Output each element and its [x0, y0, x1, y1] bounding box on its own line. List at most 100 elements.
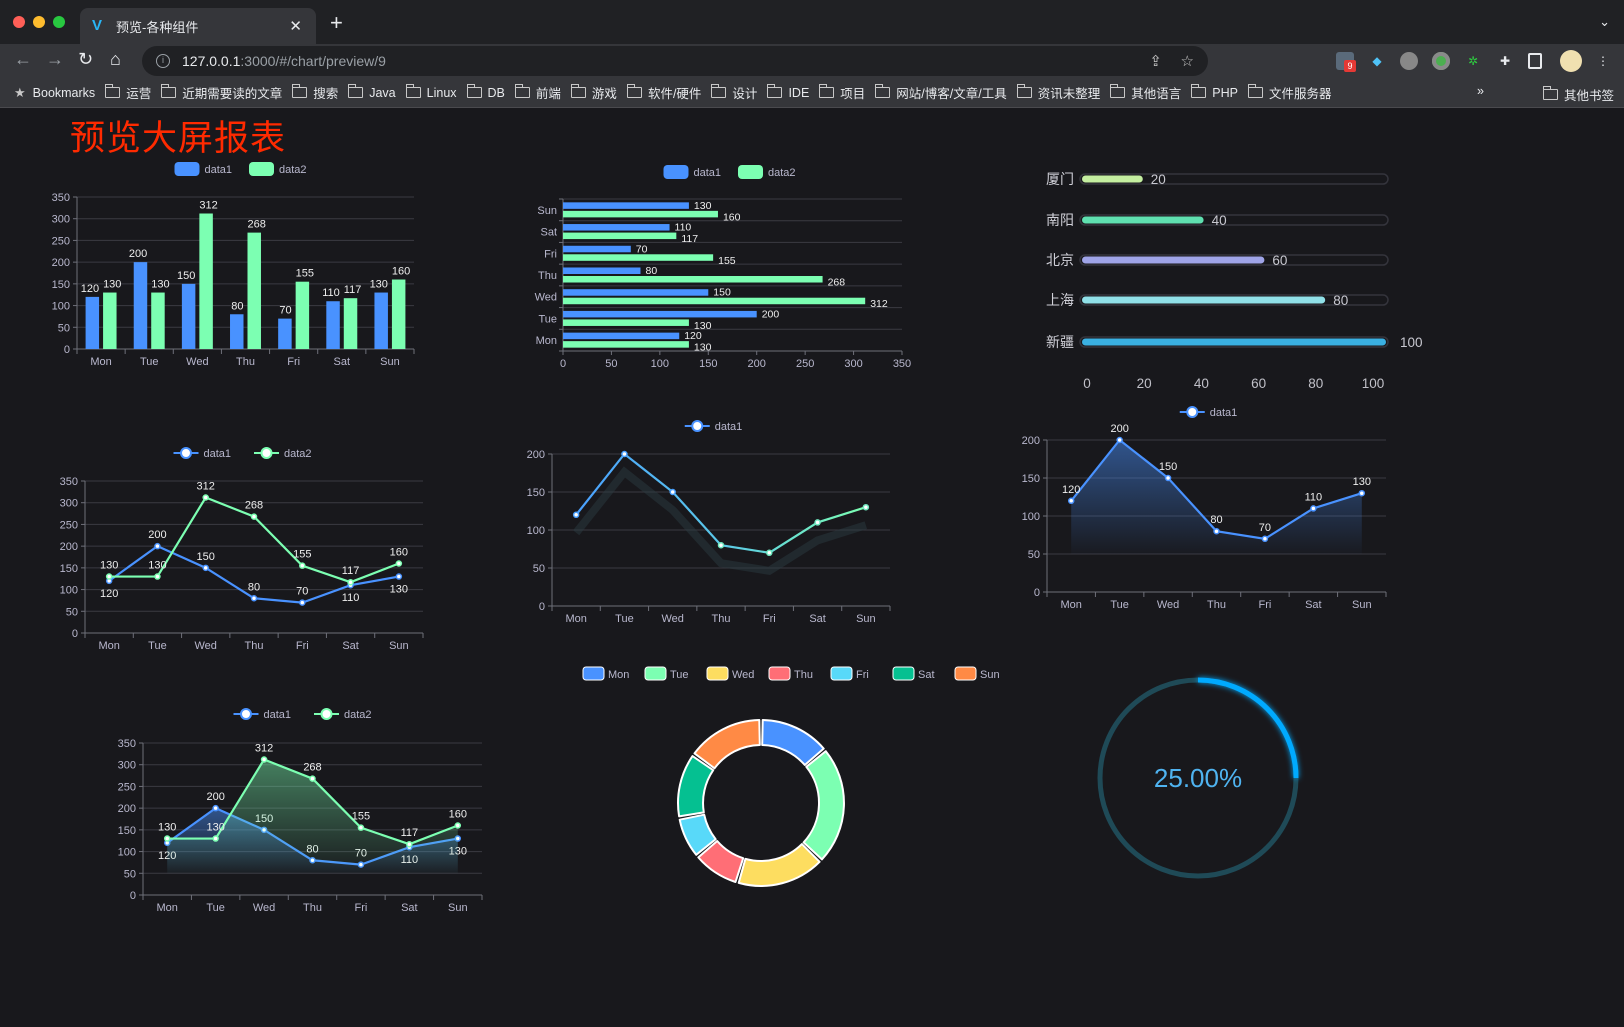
- legend-item-data1[interactable]: data1: [173, 447, 232, 460]
- bar-data2-Sun[interactable]: [391, 279, 406, 349]
- browser-tab[interactable]: V 预览-各种组件 ✕: [80, 8, 316, 44]
- data-point-data1-Fri[interactable]: [1261, 535, 1269, 543]
- data-point-data2-Wed[interactable]: [202, 494, 209, 501]
- pie-slice-Mon[interactable]: [761, 719, 825, 766]
- share-icon[interactable]: ⇪: [1149, 53, 1162, 70]
- gem-extension-icon[interactable]: ◆: [1372, 54, 1382, 68]
- bar-data2-Mon[interactable]: [103, 292, 117, 349]
- bar-data2-Mon[interactable]: [563, 341, 689, 348]
- bookmark-folder[interactable]: DB: [466, 84, 505, 100]
- bookmark-folder[interactable]: 文件服务器: [1247, 83, 1331, 102]
- bar-data1-Thu[interactable]: [563, 267, 641, 274]
- bar-data1-Fri[interactable]: [278, 318, 292, 349]
- bar-data2-Wed[interactable]: [563, 297, 866, 305]
- other-bookmarks-folder[interactable]: 其他书签: [1542, 85, 1614, 104]
- data-point-data1-Mon[interactable]: [1067, 497, 1075, 505]
- legend-item-Tue[interactable]: Tue: [644, 666, 689, 681]
- extension-icon[interactable]: [1400, 52, 1418, 70]
- data-point-data1-Sun[interactable]: [1358, 489, 1366, 497]
- bar-data1-Mon[interactable]: [85, 296, 100, 349]
- pie-slice-Fri[interactable]: [678, 813, 717, 856]
- close-window-button[interactable]: [13, 16, 25, 28]
- bar-data2-Tue[interactable]: [563, 319, 689, 326]
- data-point-data1-Sun[interactable]: [395, 573, 403, 580]
- avatar[interactable]: [1560, 50, 1582, 72]
- legend-item-Sat[interactable]: Sat: [892, 666, 935, 681]
- forward-arrow-icon[interactable]: →: [46, 49, 64, 69]
- bookmark-folder[interactable]: 设计: [711, 83, 757, 102]
- data-point-data1-Wed[interactable]: [1164, 474, 1172, 482]
- data-point-data2-Sun[interactable]: [395, 560, 403, 567]
- bookmark-folder[interactable]: 近期需要读的文章: [161, 83, 282, 102]
- legend-item-data1[interactable]: data1: [233, 708, 292, 721]
- new-tab-button[interactable]: +: [330, 10, 343, 35]
- bookmarks-overflow-button[interactable]: »: [1477, 84, 1484, 98]
- bookmarks-manager[interactable]: ★ Bookmarks: [14, 85, 95, 101]
- home-icon[interactable]: ⌂: [110, 49, 121, 69]
- bookmark-folder[interactable]: 其他语言: [1110, 83, 1181, 102]
- data-point-data2-Sat[interactable]: [347, 578, 354, 586]
- bookmark-folder[interactable]: Java: [348, 84, 396, 100]
- bookmark-folder[interactable]: Linux: [405, 84, 457, 100]
- legend-item-Fri[interactable]: Fri: [830, 666, 869, 681]
- extensions-puzzle-icon[interactable]: ✚: [1499, 54, 1511, 68]
- data-point-data2-Sun[interactable]: [454, 822, 462, 829]
- bar-data1-Wed[interactable]: [181, 283, 196, 349]
- data-point-data1-Tue[interactable]: [1116, 436, 1123, 444]
- pie-slice-Thu[interactable]: [697, 840, 745, 883]
- data-point-data1-Sat[interactable]: [1310, 505, 1317, 512]
- bar-data2-Thu[interactable]: [247, 232, 261, 349]
- data-point-data2-Fri[interactable]: [357, 824, 365, 831]
- bar-data2-Wed[interactable]: [199, 213, 213, 349]
- pie-slice-Tue[interactable]: [802, 750, 845, 861]
- data-point-data2-Thu[interactable]: [250, 513, 258, 520]
- bookmark-folder[interactable]: 资讯未整理: [1016, 83, 1100, 102]
- data-point-data1-Tue[interactable]: [212, 804, 219, 812]
- bar-data1-Mon[interactable]: [563, 332, 680, 340]
- bar-data2-Sat[interactable]: [343, 298, 358, 349]
- bar-data2-Sat[interactable]: [563, 232, 677, 240]
- data-point-data1-Sat[interactable]: [814, 519, 821, 526]
- data-point-data1-Wed[interactable]: [202, 564, 209, 572]
- data-point-data1-Mon[interactable]: [572, 511, 580, 519]
- data-point-data1-Tue[interactable]: [621, 450, 628, 458]
- back-arrow-icon[interactable]: ←: [14, 49, 32, 69]
- bar-data1-Wed[interactable]: [563, 289, 709, 296]
- tab-search-chevron-icon[interactable]: ⌄: [1599, 14, 1610, 29]
- site-info-icon[interactable]: i: [156, 54, 170, 68]
- reload-icon[interactable]: ↻: [78, 49, 94, 69]
- bookmark-star-icon[interactable]: ☆: [1180, 53, 1194, 70]
- data-point-data2-Sat[interactable]: [406, 840, 413, 848]
- bar-data2-Sun[interactable]: [563, 210, 718, 218]
- bookmark-folder[interactable]: 前端: [514, 83, 561, 102]
- bookmark-folder[interactable]: 软件/硬件: [626, 83, 701, 102]
- data-point-data2-Tue[interactable]: [212, 835, 219, 842]
- bar-data1-Sun[interactable]: [563, 202, 689, 209]
- data-point-data2-Wed[interactable]: [260, 756, 268, 763]
- address-bar[interactable]: i 127.0.0.1:3000/#/chart/preview/9 ⇪ ☆: [142, 46, 1208, 76]
- legend-item-Thu[interactable]: Thu: [768, 666, 813, 681]
- data-point-data1-Tue[interactable]: [154, 542, 161, 550]
- bar-data2-Thu[interactable]: [563, 276, 823, 283]
- data-point-data1-Thu[interactable]: [250, 595, 258, 602]
- minimize-window-button[interactable]: [33, 16, 45, 28]
- bookmark-folder[interactable]: 项目: [819, 83, 865, 102]
- bookmark-folder[interactable]: 搜索: [292, 83, 338, 102]
- data-point-data2-Mon[interactable]: [163, 835, 171, 842]
- legend-item-data1[interactable]: data1: [684, 420, 743, 433]
- bookmark-folder[interactable]: PHP: [1191, 84, 1238, 100]
- maximize-window-button[interactable]: [53, 16, 65, 28]
- legend-item-Sun[interactable]: Sun: [954, 666, 1000, 681]
- legend-item-data1[interactable]: data1: [1179, 406, 1238, 419]
- bar-data2-Fri[interactable]: [563, 254, 714, 261]
- bar-data1-Tue[interactable]: [563, 310, 757, 318]
- progress-fill[interactable]: [1082, 216, 1204, 224]
- bar-data1-Sun[interactable]: [374, 292, 388, 349]
- pie-slice-Sat[interactable]: [677, 755, 715, 818]
- data-point-data1-Fri[interactable]: [766, 549, 773, 557]
- pie-slice-Sun[interactable]: [693, 719, 761, 770]
- close-tab-icon[interactable]: ✕: [289, 18, 302, 35]
- bar-data1-Tue[interactable]: [133, 262, 148, 349]
- data-point-data1-Thu[interactable]: [717, 541, 725, 549]
- legend-item-data2[interactable]: data2: [738, 165, 796, 179]
